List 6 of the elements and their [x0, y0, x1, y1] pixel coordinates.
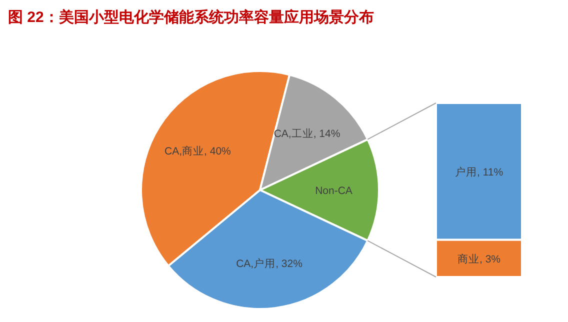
chart-title: 图 22：美国小型电化学储能系统功率容量应用场景分布: [8, 8, 374, 26]
data-label: 户用, 11%: [454, 165, 504, 178]
data-label: 商业, 3%: [457, 252, 501, 266]
slice-label: Non-CA: [315, 185, 352, 197]
slice-label: CA,商业, 40%: [164, 144, 231, 158]
slice-label: CA,户用, 32%: [236, 257, 302, 270]
